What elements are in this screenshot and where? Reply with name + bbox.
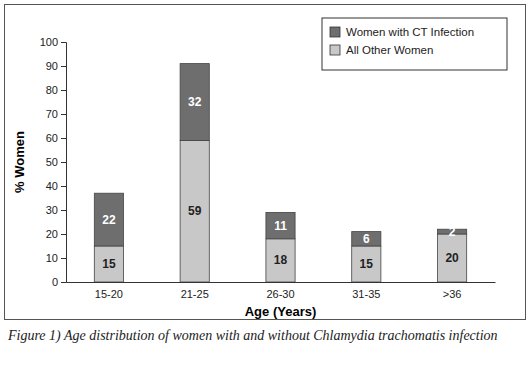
tick: 90 <box>46 60 66 72</box>
tick-label: 80 <box>46 84 58 96</box>
caption: Figure 1) Age distribution of women with… <box>8 327 523 345</box>
tick-label: 90 <box>46 60 58 72</box>
tick-mark <box>61 114 66 115</box>
tick: >36 <box>443 282 462 300</box>
tick-label: 31-35 <box>352 288 380 300</box>
data-label: 6 <box>363 232 370 246</box>
legend: Women with CT Infection All Other Women <box>322 18 507 70</box>
tick: 40 <box>46 180 66 192</box>
axis-line <box>61 43 67 283</box>
tick-mark <box>61 162 66 163</box>
data-label: 2 <box>449 225 456 239</box>
tick: 10 <box>46 252 66 264</box>
tick: 31-35 <box>352 282 380 300</box>
legend-box <box>322 18 507 70</box>
x-axis-title: Age (Years) <box>245 304 317 319</box>
y-axis: 0 10 20 30 40 50 60 70 80 90 100 <box>40 36 67 288</box>
tick-mark <box>61 138 66 139</box>
tick: 60 <box>46 132 66 144</box>
legend-label: Women with CT Infection <box>346 26 474 38</box>
tick-label: 20 <box>46 228 58 240</box>
bar-segment <box>352 246 381 282</box>
axis-line <box>67 282 496 283</box>
chart-frame <box>5 5 526 320</box>
data-label: 11 <box>274 219 287 233</box>
tick-label: 30 <box>46 204 58 216</box>
tick-mark <box>61 186 66 187</box>
tick: 80 <box>46 84 66 96</box>
tick-mark <box>61 258 66 259</box>
tick-mark <box>61 42 66 43</box>
bar-segment <box>180 140 209 282</box>
legend-swatch <box>330 27 340 37</box>
tick: 100 <box>40 36 66 48</box>
data-label: 59 <box>188 204 202 218</box>
tick-mark <box>61 66 66 67</box>
data-label: 18 <box>274 253 288 267</box>
tick-label: 15-20 <box>95 288 123 300</box>
tick-label: 50 <box>46 156 58 168</box>
tick-label: 100 <box>40 36 58 48</box>
data-labels: 15 59 18 15 20 22 32 11 6 2 <box>102 95 459 271</box>
tick: 15-20 <box>95 282 123 300</box>
y-axis-title: % Women <box>12 131 27 193</box>
bar-segment <box>266 239 295 282</box>
tick-label: 60 <box>46 132 58 144</box>
tick: 20 <box>46 228 66 240</box>
tick-mark <box>61 210 66 211</box>
data-label: 15 <box>360 257 374 271</box>
legend-label: All Other Women <box>346 44 433 56</box>
bar-segment <box>94 246 123 282</box>
bars <box>94 64 466 282</box>
tick-label: >36 <box>443 288 462 300</box>
tick: 0 <box>52 276 66 288</box>
data-label: 15 <box>102 257 116 271</box>
tick-label: 40 <box>46 180 58 192</box>
tick-label: 0 <box>52 276 58 288</box>
tick-mark <box>61 282 66 283</box>
legend-swatch <box>330 45 340 55</box>
tick: 21-25 <box>181 282 209 300</box>
bar-segment <box>94 193 123 246</box>
data-label: 20 <box>445 251 459 265</box>
bar-segment <box>438 234 467 282</box>
bar-segment <box>266 212 295 238</box>
tick: 50 <box>46 156 66 168</box>
tick: 30 <box>46 204 66 216</box>
x-axis: 15-20 21-25 26-30 31-35 >36 <box>67 282 496 300</box>
tick-label: 70 <box>46 108 58 120</box>
tick: 70 <box>46 108 66 120</box>
tick-label: 26-30 <box>266 288 294 300</box>
data-label: 32 <box>188 95 202 109</box>
bar-segment <box>180 64 209 141</box>
page: 1559181520223211620102030405060708090100… <box>0 0 531 390</box>
tick-label: 10 <box>46 252 58 264</box>
tick-mark <box>61 234 66 235</box>
bar-segment <box>352 232 381 246</box>
data-label: 22 <box>102 213 116 227</box>
tick-mark <box>61 90 66 91</box>
tick-label: 21-25 <box>181 288 209 300</box>
tick: 26-30 <box>266 282 294 300</box>
